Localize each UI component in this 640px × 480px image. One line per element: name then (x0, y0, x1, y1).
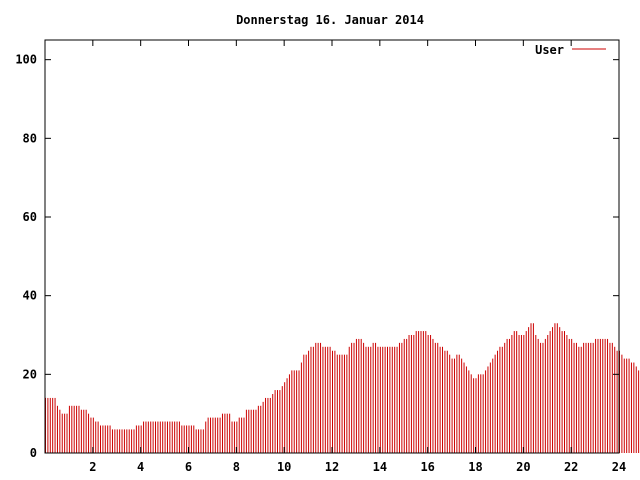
y-axis: 0 20 40 60 80 100 (15, 53, 619, 460)
bar-series-user (45, 323, 640, 453)
legend-label-user: User (535, 43, 564, 57)
x-tick-label: 18 (468, 460, 482, 474)
chart-title: Donnerstag 16. Januar 2014 (236, 13, 424, 27)
x-tick-label: 2 (89, 460, 96, 474)
x-tick-label: 6 (185, 460, 192, 474)
x-tick-label: 20 (516, 460, 530, 474)
x-tick-label: 10 (277, 460, 291, 474)
x-tick-label: 4 (137, 460, 144, 474)
y-tick-label: 100 (15, 53, 37, 67)
x-tick-label: 22 (564, 460, 578, 474)
x-tick-label: 16 (420, 460, 434, 474)
x-tick-label: 12 (325, 460, 339, 474)
x-tick-label: 14 (373, 460, 387, 474)
x-axis: 2 4 6 8 10 12 14 16 18 20 22 24 (89, 40, 626, 474)
x-tick-label: 8 (233, 460, 240, 474)
y-tick-label: 0 (30, 446, 37, 460)
y-tick-label: 20 (23, 367, 37, 381)
y-tick-label: 40 (23, 289, 37, 303)
y-tick-label: 80 (23, 131, 37, 145)
x-tick-label: 24 (612, 460, 626, 474)
y-tick-label: 60 (23, 210, 37, 224)
legend: User (535, 43, 606, 57)
